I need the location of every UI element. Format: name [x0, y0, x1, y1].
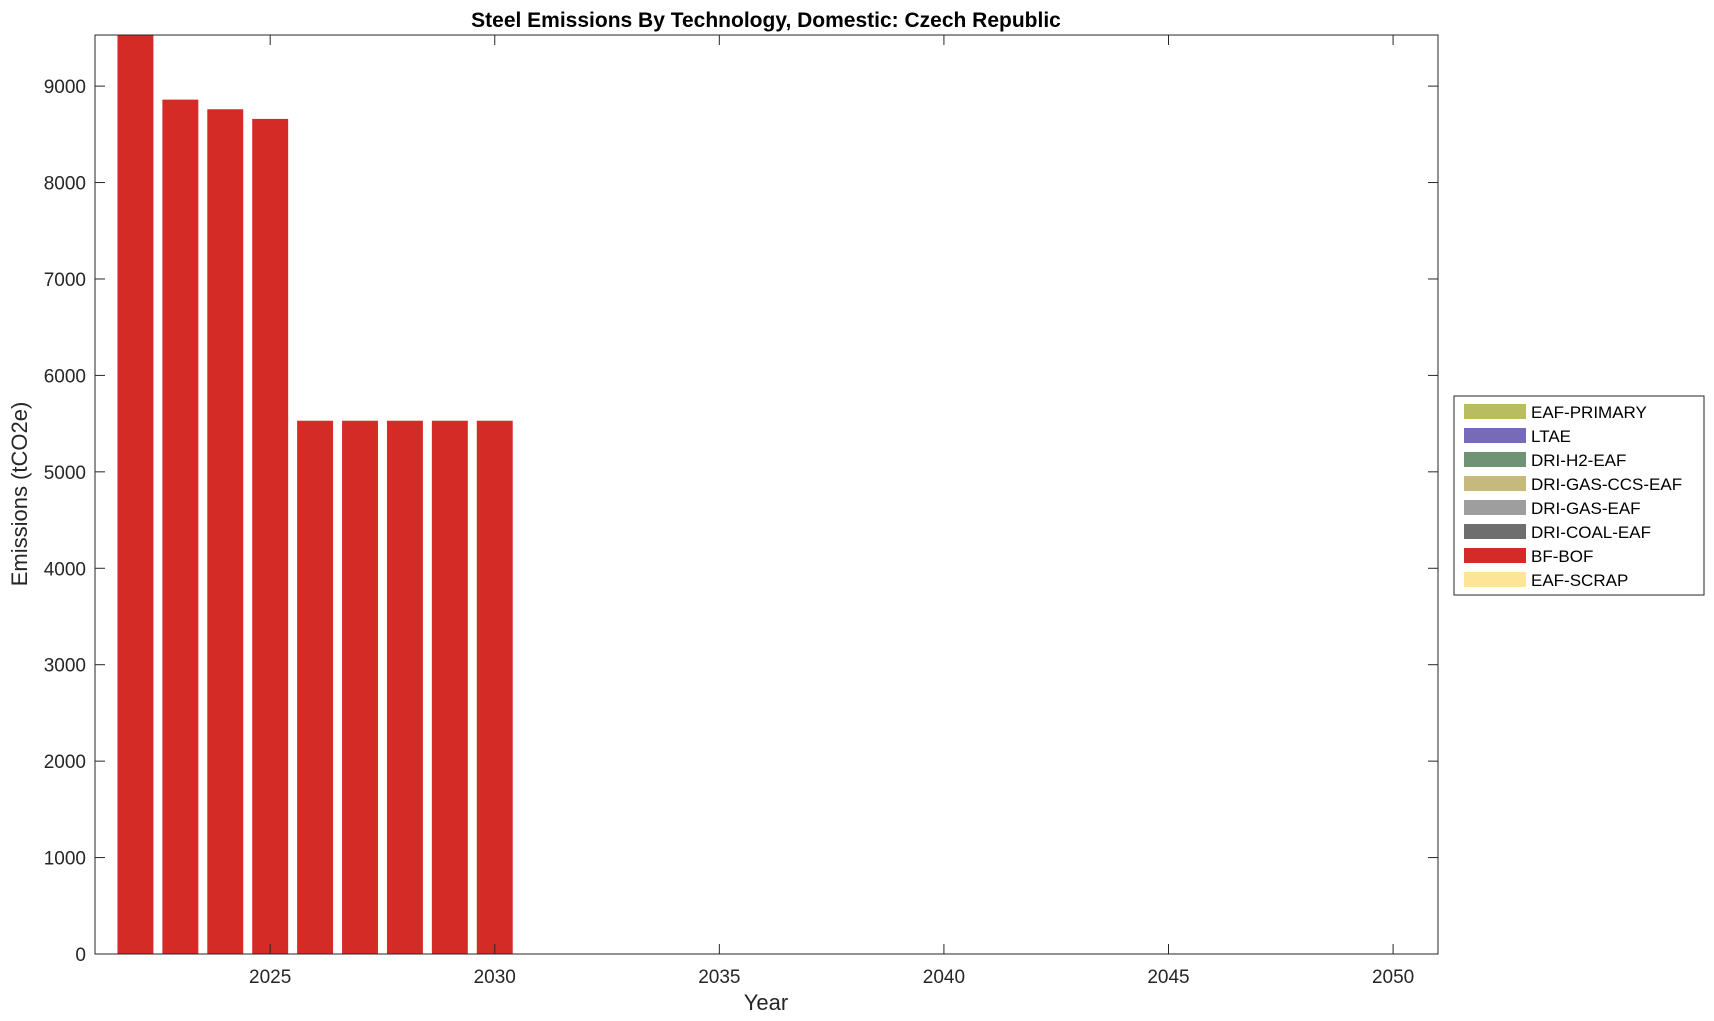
axis-ticks: 2025 2030 2035 2040 2045 2050 0 1000 2000 3000 400… — [44, 35, 1438, 988]
y-tick-label: 1000 — [44, 849, 86, 870]
legend-label: LTAE — [1531, 427, 1571, 446]
legend-swatch — [1464, 500, 1526, 515]
legend-label: DRI-H2-EAF — [1531, 451, 1626, 470]
bar-bf-bof-2024 — [207, 109, 244, 955]
legend-swatch — [1464, 404, 1526, 419]
y-tick-label: 2000 — [44, 752, 86, 773]
x-tick-label: 2030 — [474, 967, 516, 988]
x-tick-label: 2050 — [1372, 967, 1414, 988]
y-axis-title: Emissions (tCO2e) — [7, 402, 32, 587]
y-tick-label: 5000 — [44, 463, 86, 484]
legend-label: EAF-SCRAP — [1531, 571, 1628, 590]
legend-swatch — [1464, 428, 1526, 443]
y-tick-label: 0 — [75, 945, 86, 966]
legend-label: DRI-COAL-EAF — [1531, 523, 1651, 542]
y-tick-label: 7000 — [44, 270, 86, 291]
x-tick-label: 2045 — [1147, 967, 1189, 988]
legend-swatch — [1464, 524, 1526, 539]
legend-label: BF-BOF — [1531, 547, 1593, 566]
legend-swatch — [1464, 572, 1526, 587]
legend-swatch — [1464, 476, 1526, 491]
x-tick-label: 2035 — [698, 967, 740, 988]
x-axis-title: Year — [744, 990, 788, 1015]
chart-title: Steel Emissions By Technology, Domestic:… — [471, 9, 1061, 32]
x-tick-label: 2040 — [923, 967, 965, 988]
legend-label: EAF-PRIMARY — [1531, 403, 1647, 422]
y-tick-label: 4000 — [44, 559, 86, 580]
bar-bf-bof-2030 — [476, 420, 513, 955]
x-tick-label: 2025 — [249, 967, 291, 988]
bar-bf-bof-2026 — [297, 420, 334, 955]
bar-bf-bof-2028 — [386, 420, 423, 955]
bar-bf-bof-2025 — [252, 118, 289, 954]
y-tick-label: 9000 — [44, 77, 86, 98]
legend-swatch — [1464, 452, 1526, 467]
legend-swatch — [1464, 548, 1526, 563]
y-tick-label: 6000 — [44, 366, 86, 387]
legend-label: DRI-GAS-CCS-EAF — [1531, 475, 1682, 494]
legend-label: DRI-GAS-EAF — [1531, 499, 1641, 518]
bar-bf-bof-2022 — [117, 35, 154, 954]
bars — [117, 35, 513, 955]
bar-bf-bof-2029 — [431, 420, 468, 955]
bar-bf-bof-2023 — [162, 99, 199, 954]
y-tick-label: 8000 — [44, 174, 86, 195]
legend: EAF-PRIMARY LTAE DRI-H2-EAF DRI-GAS-CCS-EAF… — [1453, 395, 1705, 596]
bar-bf-bof-2027 — [342, 420, 378, 955]
plot-area-frame — [94, 34, 1439, 955]
y-tick-label: 3000 — [44, 656, 86, 677]
